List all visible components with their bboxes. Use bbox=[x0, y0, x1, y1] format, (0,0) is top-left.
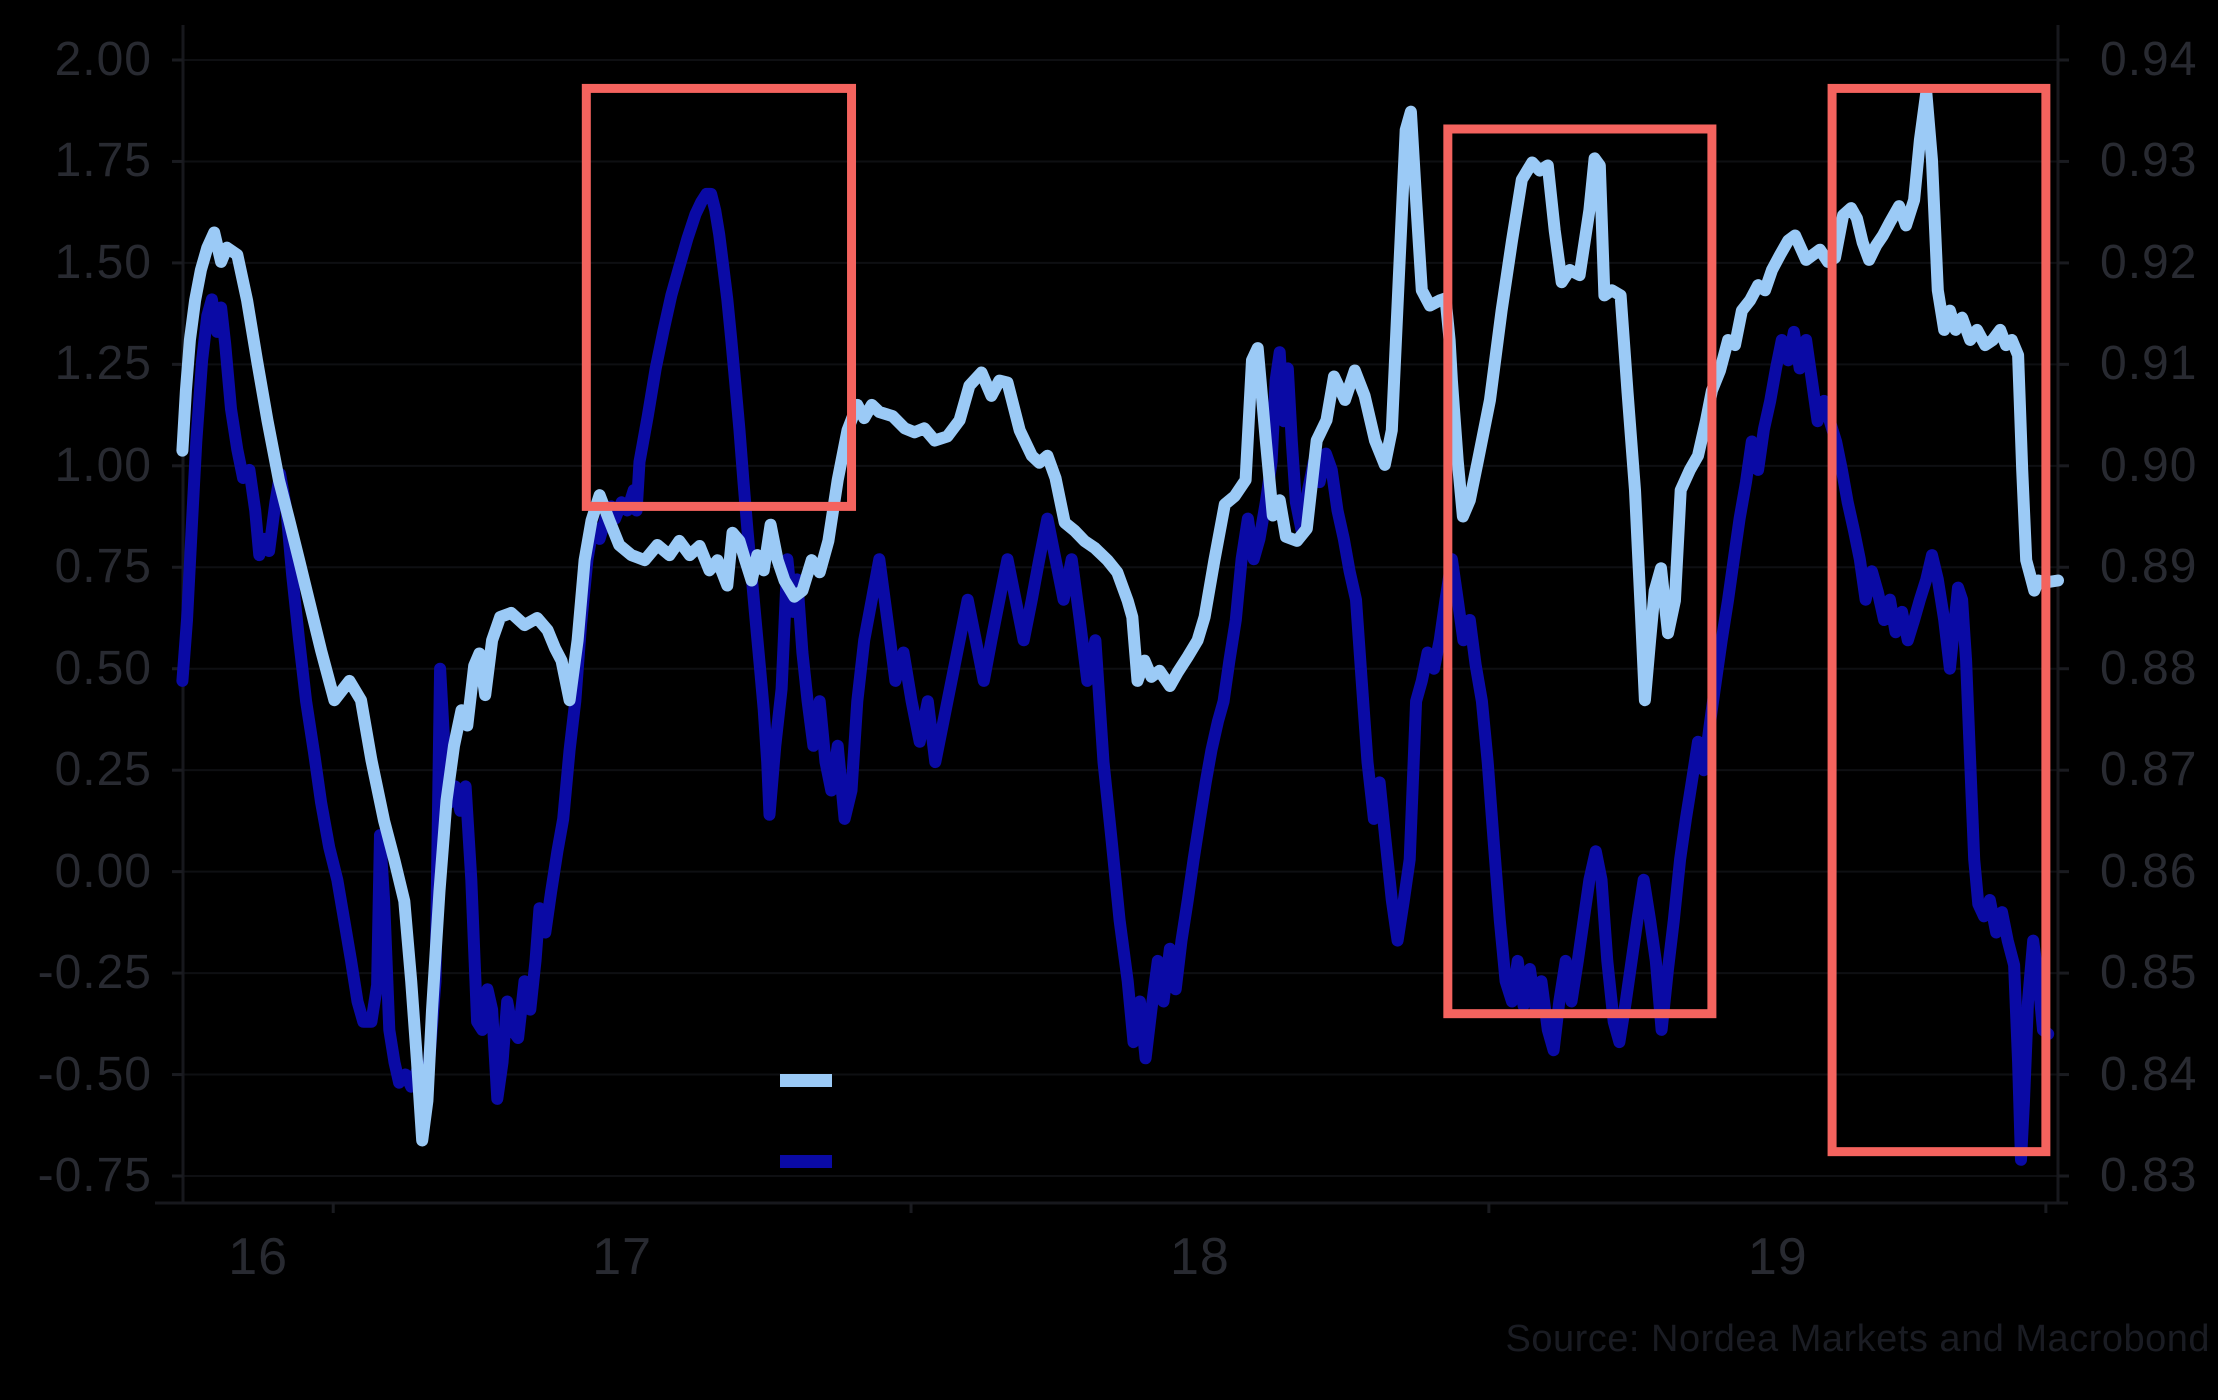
highlight-box-2 bbox=[1443, 124, 1717, 1019]
highlight-box-1 bbox=[581, 83, 857, 511]
series-line-dark-blue bbox=[176, 187, 2055, 1166]
highlight-box-3 bbox=[1827, 83, 2051, 1157]
source-note: Source: Nordea Markets and Macrobond bbox=[1505, 1318, 2210, 1360]
series-line-light-blue bbox=[176, 86, 2064, 1147]
